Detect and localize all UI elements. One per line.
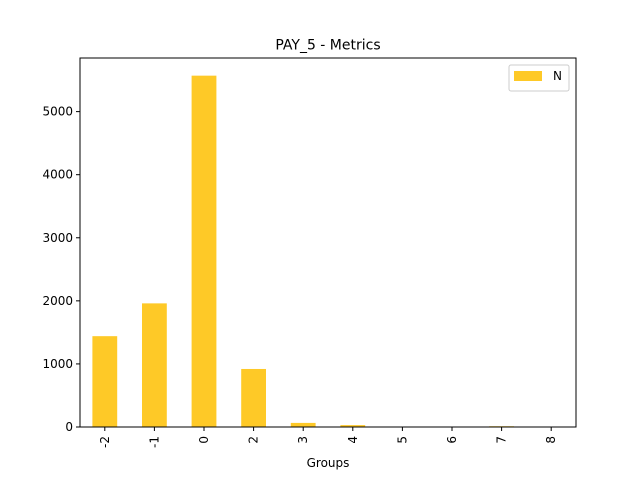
y-tick-label: 4000 bbox=[42, 168, 73, 182]
x-tick-label: 4 bbox=[346, 436, 360, 444]
x-tick-label: 3 bbox=[296, 436, 310, 444]
bar--2 bbox=[92, 336, 118, 427]
y-tick-label: 2000 bbox=[42, 294, 73, 308]
x-tick-label: 6 bbox=[445, 436, 459, 444]
x-tick-label: 7 bbox=[495, 436, 509, 444]
bar--1 bbox=[142, 303, 167, 427]
legend-swatch bbox=[514, 71, 542, 81]
bars-group bbox=[92, 75, 564, 428]
x-tick-label: 5 bbox=[395, 436, 409, 444]
bar-2 bbox=[241, 368, 266, 427]
x-tick-label: -2 bbox=[98, 436, 112, 448]
bar-3 bbox=[290, 422, 316, 427]
x-tick-label: -1 bbox=[147, 436, 161, 448]
y-tick-label: 3000 bbox=[42, 231, 73, 245]
y-tick-label: 1000 bbox=[42, 357, 73, 371]
x-tick-label: 2 bbox=[247, 436, 261, 444]
x-axis-ticks: -2 -1 0 2 3 4 5 6 7 8 bbox=[98, 427, 558, 448]
legend-label: N bbox=[553, 69, 562, 83]
bar-4 bbox=[340, 425, 366, 427]
x-axis-label: Groups bbox=[307, 456, 350, 470]
plot-frame bbox=[79, 57, 577, 428]
y-tick-label: 5000 bbox=[42, 105, 73, 119]
bar-0 bbox=[191, 75, 217, 428]
x-tick-label: 8 bbox=[544, 436, 558, 444]
chart-title: PAY_5 - Metrics bbox=[275, 38, 380, 54]
legend: N bbox=[508, 64, 570, 92]
x-tick-label: 0 bbox=[197, 436, 211, 444]
y-tick-label: 0 bbox=[65, 420, 73, 434]
y-axis-ticks: 0 1000 2000 3000 4000 5000 bbox=[42, 105, 80, 434]
